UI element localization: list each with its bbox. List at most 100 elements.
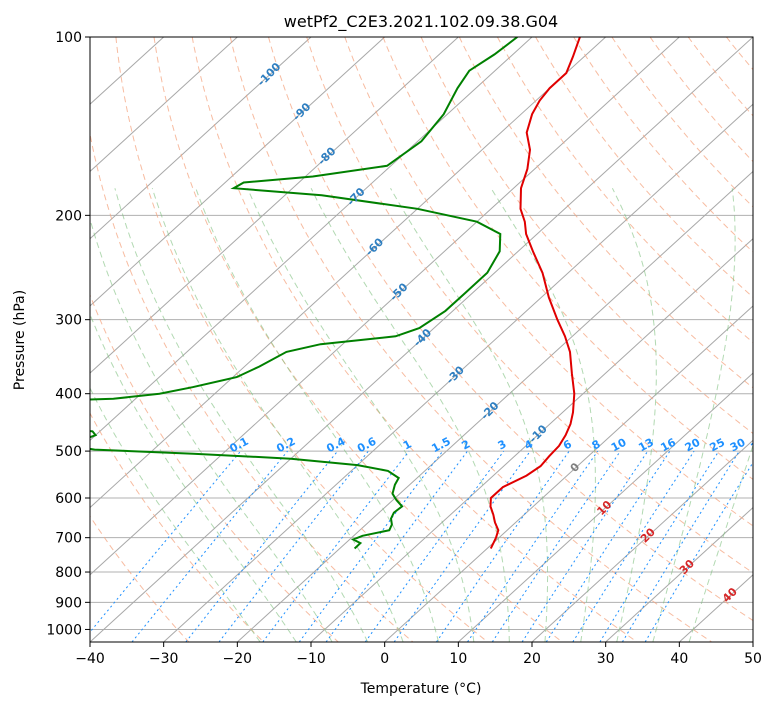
isotherm-line [90,37,386,307]
mixing-ratio-line [325,450,468,642]
isotherm-line [236,170,753,642]
x-tick-label: 40 [670,651,688,667]
dry-adiabat [90,293,339,642]
mixing-ratio-line [364,450,505,642]
moist-adiabat [390,187,549,642]
mixing-ratio-label: 1 [401,437,414,452]
dry-adiabat [268,37,753,622]
mixing-ratio-label: 1.5 [429,435,452,456]
y-tick-label: 100 [55,30,82,46]
mixing-ratio-line [644,461,753,642]
isotherm-line [90,37,533,442]
mixing-ratio-label: 30 [728,436,748,455]
dry-adiabat [306,37,753,574]
dry-adiabat [115,37,488,642]
isotherm-line [90,37,459,374]
mixing-ratio-line [572,450,695,642]
x-axis-ticks: −40 −30 −20 −10 0 10 20 30 40 50 [75,642,762,667]
y-tick-label: 400 [55,387,82,403]
isotherm-line [90,37,680,576]
isotherm-line [605,506,753,642]
mixing-ratio-line [621,450,740,642]
dry-adiabat [344,37,753,527]
moist-adiabat [611,187,657,642]
mixing-ratio-label: 16 [658,436,678,455]
plot-area: 0.1 0.2 0.4 0.6 1 1.5 2 3 4 6 8 10 13 16 20 25 30 36-100-… [90,37,775,642]
moist-adiabat [195,188,439,642]
mixing-ratio-line [393,450,531,642]
y-tick-label: 900 [55,595,82,611]
dry-adiabat [420,37,753,435]
x-tick-label: 20 [523,651,541,667]
x-tick-label: −30 [149,651,179,667]
isotherm-line [163,103,753,642]
dry-adiabat [611,37,753,208]
y-tick-label: 500 [55,444,82,460]
dry-adiabat [90,412,264,642]
mixing-ratio-label: 10 [609,436,629,455]
x-tick-label: −20 [223,651,253,667]
moist-adiabat [247,188,475,642]
plot-frame [89,36,754,643]
y-tick-label: 300 [55,313,82,329]
isotherm-line [531,439,753,642]
y-tick-label: 600 [55,491,82,507]
isotherm-line [457,372,753,642]
mixing-ratio-label: 6 [561,437,574,452]
dry-adiabat [765,37,775,642]
mixing-ratio-line [218,450,369,642]
moist-adiabat [151,188,404,642]
moist-adiabat [90,217,333,642]
mixing-ratio-label: 0.4 [324,435,348,456]
x-tick-label: 10 [449,651,467,667]
mixing-ratio-label: 36 [749,436,769,455]
mixing-ratio-lines [90,450,753,642]
contour-labels: 0.1 0.2 0.4 0.6 1 1.5 2 3 4 6 8 10 13 16 20 25 30 36-100-… [227,60,769,605]
isotherm-line [90,37,312,240]
moist-adiabat [90,313,297,642]
x-tick-label: −40 [75,651,105,667]
mixing-ratio-label: 25 [707,436,727,455]
dry-adiabat [191,37,638,642]
mixing-ratio-label: 0.1 [227,435,250,456]
mixing-ratio-line [435,450,570,642]
x-tick-label: 30 [597,651,615,667]
mixing-ratio-line [491,450,621,642]
x-axis-label: Temperature (°C) [360,681,482,697]
mixing-ratio-line [521,450,649,642]
dewpoint-profile-line [90,37,518,550]
moist-adiabat [652,188,736,642]
dry-adiabat [496,37,753,344]
data-series [90,37,581,550]
moist-adiabat [688,444,753,642]
isotherm-line [90,37,607,509]
dry-adiabat [649,37,753,163]
dry-adiabats [90,37,775,642]
isotherm-line [310,237,753,642]
dry-adiabat [535,37,753,298]
mixing-ratio-label: 2 [459,437,472,452]
dry-adiabat [90,131,414,642]
mixing-ratio-line [467,450,599,642]
isotherm-line [90,37,753,642]
isotherm-label: -100 [255,60,284,89]
isotherm-line [752,641,753,642]
mixing-ratio-label: 0.6 [355,435,379,456]
dry-adiabat [726,37,753,71]
dry-adiabat [687,37,753,117]
temperature-profile-line [489,37,581,549]
moist-adiabat [90,387,261,642]
mixing-ratio-line [599,450,720,642]
dry-adiabat [382,37,753,481]
y-axis-ticks: 100 200 300 400 500 600 700 800 900 1000 [46,30,90,638]
mixing-ratio-line [90,450,242,633]
dry-adiabat [90,515,190,642]
mixing-ratio-label: 20 [683,436,703,455]
mixing-ratio-label: 3 [496,437,509,452]
isotherm-lines [90,37,753,642]
x-tick-label: −10 [296,651,326,667]
mixing-ratio-line [545,450,671,642]
y-tick-label: 1000 [46,622,82,638]
isotherm-line [90,37,238,173]
